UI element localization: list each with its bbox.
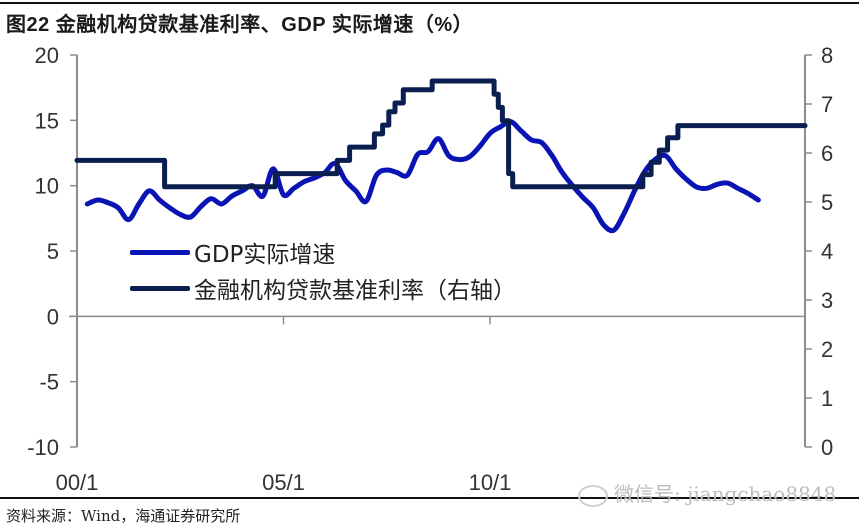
- right-tick-label: 0: [821, 435, 833, 460]
- right-tick-label: 5: [821, 190, 833, 215]
- legend-swatch-rate: [130, 285, 190, 291]
- legend-item-gdp: GDP实际增速: [130, 234, 516, 270]
- right-tick-label: 7: [821, 92, 833, 117]
- bottom-rule: [0, 497, 859, 499]
- right-tick-label: 3: [821, 288, 833, 313]
- source-note: 资料来源：Wind，海通证券研究所: [6, 507, 241, 525]
- right-tick-label: 2: [821, 337, 833, 362]
- left-tick-label: -5: [39, 370, 59, 395]
- chart-tick-labels: -10 -5 0 5 10 15 20 0 1 2 3 4 5 6 7 8 00/1 05/1 10/1: [27, 43, 833, 495]
- left-tick-label: 15: [35, 108, 59, 133]
- gdp-growth-line: [84, 119, 761, 234]
- legend-label-gdp: GDP实际增速: [194, 242, 336, 268]
- legend-swatch-gdp: [130, 249, 190, 255]
- lending-rate-line: [74, 78, 808, 190]
- right-tick-label: 4: [821, 239, 833, 264]
- chart-title: 图22 金融机构贷款基准利率、GDP 实际增速（%）: [6, 14, 474, 36]
- top-rule: [0, 2, 859, 4]
- left-tick-label: 5: [47, 239, 59, 264]
- right-tick-label: 8: [821, 43, 833, 68]
- chart-legend: GDP实际增速 金融机构贷款基准利率（右轴）: [130, 234, 516, 306]
- left-tick-label: 10: [35, 174, 59, 199]
- chart-axes: [69, 54, 812, 448]
- x-tick-label: 10/1: [469, 470, 512, 495]
- watermark: 微信号: jiangchao8848: [578, 478, 836, 507]
- right-tick-label: 1: [821, 386, 833, 411]
- legend-item-rate: 金融机构贷款基准利率（右轴）: [130, 270, 516, 306]
- x-tick-label: 05/1: [262, 470, 305, 495]
- wechat-icon: [578, 484, 608, 507]
- left-tick-label: 0: [47, 304, 59, 329]
- left-tick-label: 20: [35, 43, 59, 68]
- left-tick-label: -10: [27, 435, 59, 460]
- right-tick-label: 6: [821, 141, 833, 166]
- legend-label-rate: 金融机构贷款基准利率（右轴）: [194, 278, 516, 304]
- chart-series: [74, 78, 808, 234]
- x-tick-label: 00/1: [56, 470, 99, 495]
- watermark-text: 微信号: jiangchao8848: [614, 482, 837, 506]
